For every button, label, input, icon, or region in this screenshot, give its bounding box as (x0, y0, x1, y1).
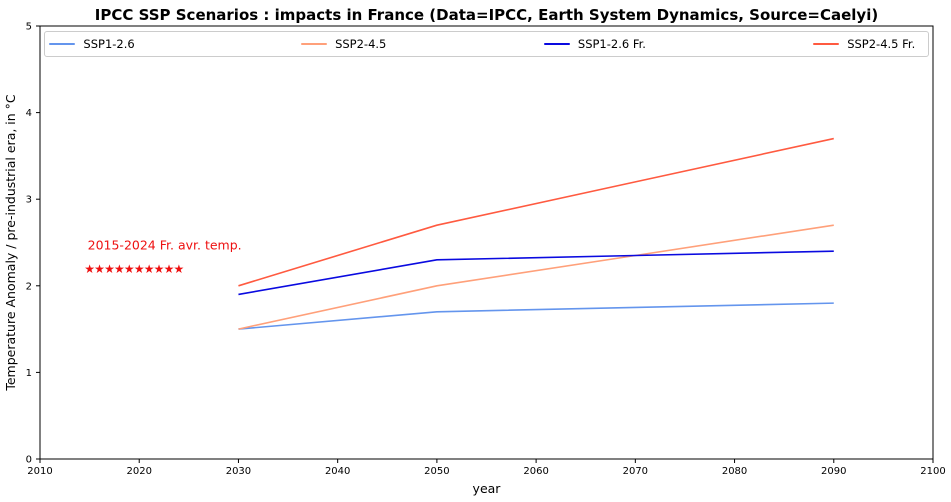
legend-item-ssp1-2-6-fr-: SSP1-2.6 Fr. (543, 32, 646, 56)
y-tick-label: 2 (26, 281, 32, 292)
x-tick-label: 2080 (722, 466, 747, 477)
legend-label: SSP1-2.6 Fr. (577, 37, 646, 51)
star-marker: ★ (164, 262, 175, 276)
legend-label: SSP2-4.5 (335, 37, 387, 51)
star-marker: ★ (124, 262, 135, 276)
y-tick-label: 4 (26, 108, 32, 119)
star-marker: ★ (174, 262, 185, 276)
x-tick-label: 2020 (126, 466, 151, 477)
legend-item-ssp2-4-5-fr-: SSP2-4.5 Fr. (813, 32, 915, 56)
star-marker: ★ (154, 262, 165, 276)
x-axis-label: year (473, 481, 502, 496)
x-tick-label: 2090 (821, 466, 846, 477)
series-line-ssp2-4-5-fr- (238, 137, 834, 287)
legend-line-swatch (813, 43, 840, 45)
x-tick-label: 2100 (920, 466, 945, 477)
star-marker: ★ (134, 262, 145, 276)
star-marker: ★ (104, 262, 115, 276)
series-line-ssp1-2-6-fr- (238, 250, 834, 296)
legend-label: SSP1-2.6 (83, 37, 135, 51)
y-tick-label: 0 (26, 455, 32, 466)
star-marker: ★ (114, 262, 125, 276)
x-tick-label: 2060 (523, 466, 548, 477)
y-tick-label: 1 (26, 368, 32, 379)
annotation-label: 2015-2024 Fr. avr. temp. (88, 237, 242, 252)
legend-line-swatch (49, 43, 76, 45)
chart-title: IPCC SSP Scenarios : impacts in France (… (94, 6, 879, 24)
legend-item-ssp2-4-5: SSP2-4.5 (301, 32, 386, 56)
star-marker: ★ (84, 262, 95, 276)
legend: SSP1-2.6 SSP2-4.5 SSP1-2.6 Fr. SSP2-4.5 Fr. (44, 31, 929, 57)
y-tick-label: 3 (26, 195, 32, 206)
x-tick-label: 2050 (424, 466, 449, 477)
legend-line-swatch (543, 43, 570, 45)
star-marker: ★ (144, 262, 155, 276)
star-marker: ★ (94, 262, 105, 276)
y-axis-label: Temperature Anomaly / pre-industrial era… (3, 94, 18, 392)
plot-frame (39, 25, 934, 460)
x-tick-label: 2070 (623, 466, 648, 477)
series-line-ssp1-2-6 (238, 302, 834, 330)
x-tick-label: 2010 (27, 466, 52, 477)
x-tick-label: 2030 (226, 466, 251, 477)
x-tick-label: 2040 (325, 466, 350, 477)
legend-line-swatch (301, 43, 328, 45)
y-tick-label: 5 (26, 22, 32, 33)
legend-label: SSP2-4.5 Fr. (847, 37, 916, 51)
legend-item-ssp1-2-6: SSP1-2.6 (49, 32, 135, 56)
series-line-ssp2-4-5 (238, 224, 834, 330)
